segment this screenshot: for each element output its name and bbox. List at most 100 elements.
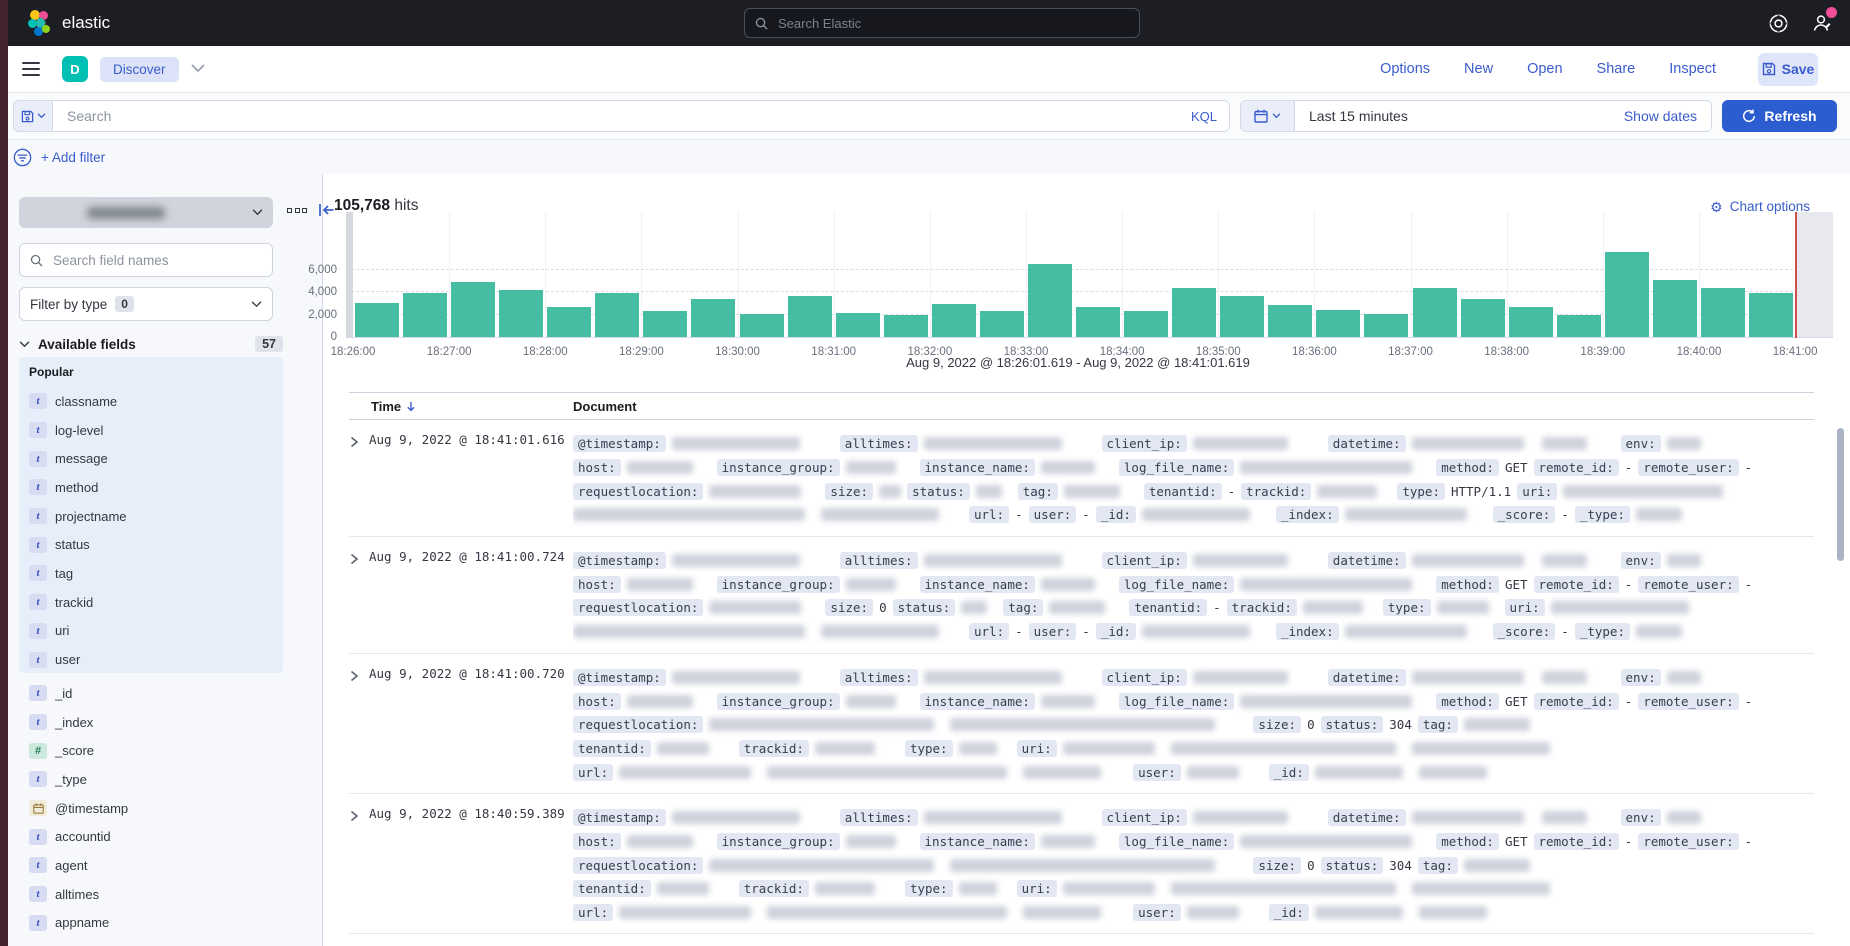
histogram-bar[interactable] — [980, 311, 1024, 337]
filter-by-type[interactable]: Filter by type 0 — [19, 287, 273, 321]
histogram-bar[interactable] — [1653, 280, 1697, 337]
doc-field-name: remote_id: — [1534, 576, 1619, 593]
histogram-bar[interactable] — [355, 303, 399, 337]
column-header-document: Document — [573, 399, 1814, 414]
date-quick-select-button[interactable] — [1241, 101, 1295, 131]
field-item-log-level[interactable]: tlog-level — [19, 416, 283, 445]
global-search[interactable] — [744, 8, 1140, 38]
histogram-bar[interactable] — [1509, 307, 1553, 337]
field-item-method[interactable]: tmethod — [19, 473, 283, 502]
histogram-bar[interactable] — [1220, 296, 1264, 337]
histogram-bar[interactable] — [1605, 252, 1649, 337]
field-item-_type[interactable]: t_type — [19, 765, 283, 794]
histogram-bar[interactable] — [595, 293, 639, 337]
menu-icon[interactable] — [22, 62, 40, 76]
column-header-time[interactable]: Time — [349, 399, 573, 414]
field-item-_index[interactable]: t_index — [19, 708, 283, 737]
expand-row-button[interactable] — [349, 666, 369, 784]
field-item-_id[interactable]: t_id — [19, 679, 283, 708]
user-menu-icon[interactable] — [1810, 11, 1834, 35]
field-item-accountid[interactable]: taccountid — [19, 822, 283, 851]
histogram-bar[interactable] — [1557, 315, 1601, 337]
histogram-bar[interactable] — [1172, 288, 1216, 337]
space-avatar[interactable]: D — [62, 56, 88, 82]
histogram-bar[interactable] — [643, 311, 687, 337]
histogram-bar[interactable] — [1124, 311, 1168, 337]
nav-link-share[interactable]: Share — [1597, 61, 1636, 77]
doc-field-name: url: — [573, 904, 613, 921]
redacted-value — [573, 625, 805, 638]
histogram-bar[interactable] — [547, 307, 591, 337]
histogram-bar[interactable] — [691, 299, 735, 337]
help-icon[interactable] — [1766, 11, 1790, 35]
nav-link-inspect[interactable]: Inspect — [1669, 61, 1716, 77]
table-scrollbar[interactable] — [1837, 428, 1844, 561]
field-options-icon[interactable] — [287, 208, 307, 213]
histogram-bar[interactable] — [836, 313, 880, 337]
expand-row-button[interactable] — [349, 432, 369, 527]
refresh-button[interactable]: Refresh — [1722, 100, 1837, 132]
doc-field-value: - — [1745, 834, 1753, 849]
redacted-value — [1542, 437, 1587, 450]
field-item-uri[interactable]: turi — [19, 617, 283, 646]
spacer — [1294, 817, 1322, 818]
show-dates-button[interactable]: Show dates — [1624, 108, 1711, 124]
doc-field-name: env: — [1621, 669, 1661, 686]
field-item-status[interactable]: tstatus — [19, 530, 283, 559]
filter-icon[interactable] — [13, 148, 32, 167]
histogram-bar[interactable] — [1701, 288, 1745, 337]
gridline — [1603, 212, 1604, 337]
available-fields-header[interactable]: Available fields 57 — [19, 336, 283, 352]
global-search-input[interactable] — [776, 15, 1129, 32]
histogram-bar[interactable] — [1413, 288, 1457, 337]
histogram-bar[interactable] — [499, 290, 543, 337]
histogram-bar[interactable] — [788, 296, 832, 337]
field-item-tag[interactable]: ttag — [19, 559, 283, 588]
field-search-input[interactable] — [51, 252, 262, 269]
field-item-agent[interactable]: tagent — [19, 851, 283, 880]
field-item-message[interactable]: tmessage — [19, 444, 283, 473]
histogram-bar[interactable] — [403, 293, 447, 337]
histogram-bar[interactable] — [1268, 305, 1312, 337]
refresh-icon — [1742, 109, 1756, 123]
histogram-bar[interactable] — [451, 282, 495, 337]
collapse-sidebar-icon[interactable] — [318, 203, 335, 217]
histogram-bar[interactable] — [1316, 310, 1360, 337]
time-range-value[interactable]: Last 15 minutes — [1295, 108, 1408, 124]
field-item-appname[interactable]: tappname — [19, 909, 283, 938]
histogram-bar[interactable] — [1461, 299, 1505, 337]
field-item-alltimes[interactable]: talltimes — [19, 880, 283, 909]
histogram-bar[interactable] — [884, 315, 928, 337]
histogram-bar[interactable] — [1749, 293, 1793, 337]
nav-link-new[interactable]: New — [1464, 61, 1493, 77]
expand-row-button[interactable] — [349, 549, 369, 644]
query-input[interactable] — [65, 107, 1191, 125]
doc-field-name: tag: — [1418, 857, 1458, 874]
redacted-value — [573, 508, 805, 521]
histogram-bar[interactable] — [1028, 264, 1072, 337]
kql-switch[interactable]: KQL — [1191, 109, 1217, 124]
field-item-user[interactable]: tuser — [19, 645, 283, 674]
histogram-bar[interactable] — [1364, 314, 1408, 337]
index-pattern-select[interactable] — [19, 197, 273, 228]
histogram-bar[interactable] — [1076, 307, 1120, 337]
expand-row-button[interactable] — [349, 806, 369, 924]
field-item-@timestamp[interactable]: @timestamp — [19, 794, 283, 823]
nav-link-options[interactable]: Options — [1380, 61, 1430, 77]
field-item-classname[interactable]: tclassname — [19, 387, 283, 416]
field-name: method — [55, 480, 98, 495]
document-line: @timestamp:alltimes:client_ip:datetime:e… — [573, 806, 1814, 830]
breadcrumb-caret-icon[interactable] — [191, 60, 205, 78]
breadcrumb-discover[interactable]: Discover — [100, 57, 179, 82]
histogram-bar[interactable] — [932, 304, 976, 337]
elastic-brand[interactable]: elastic — [28, 0, 110, 46]
nav-link-open[interactable]: Open — [1527, 61, 1562, 77]
saved-query-menu-button[interactable] — [13, 100, 52, 132]
add-filter-button[interactable]: + Add filter — [41, 150, 105, 165]
histogram-bar[interactable] — [740, 314, 784, 337]
spacer — [902, 701, 914, 702]
field-item-_score[interactable]: #_score — [19, 736, 283, 765]
field-item-projectname[interactable]: tprojectname — [19, 502, 283, 531]
field-item-trackid[interactable]: ttrackid — [19, 588, 283, 617]
save-button[interactable]: Save — [1758, 53, 1818, 86]
